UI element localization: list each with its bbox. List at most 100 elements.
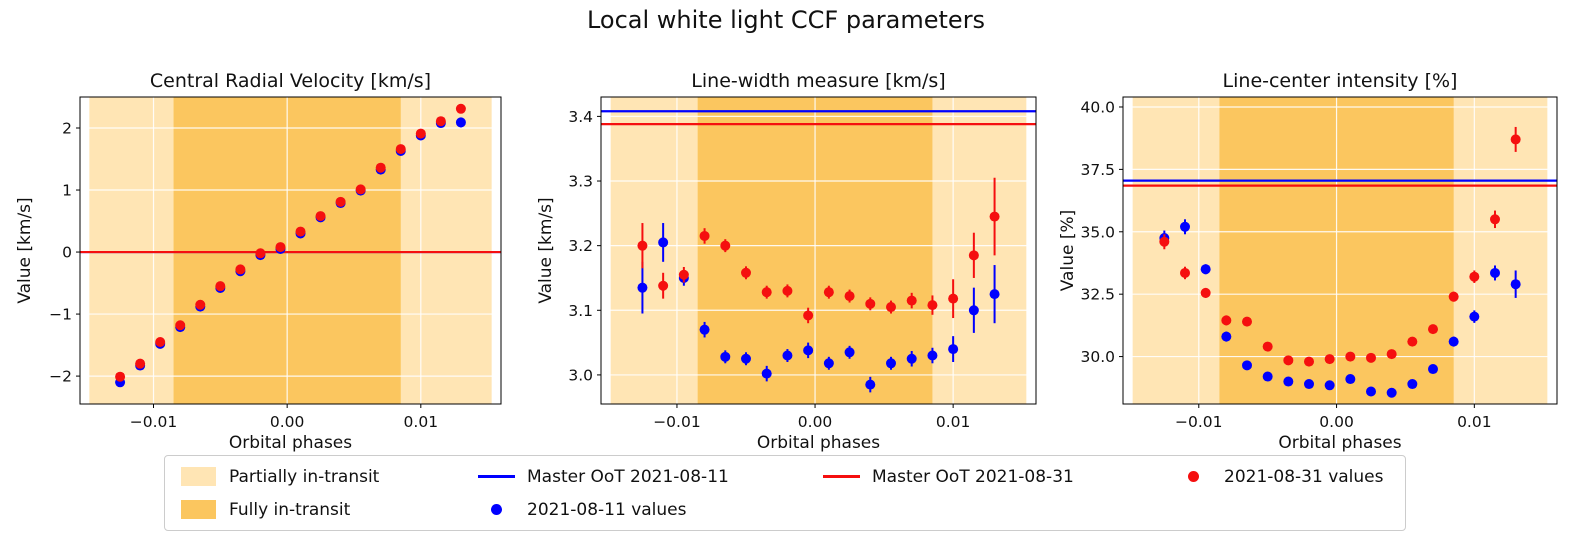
data-point-blue: [1180, 221, 1190, 232]
data-point-red: [1324, 354, 1335, 365]
data-point-red: [1221, 315, 1232, 326]
data-point-red: [699, 230, 710, 241]
legend-label: 2021-08-31 values: [1224, 466, 1384, 487]
data-point-blue: [1345, 374, 1356, 385]
data-point-red: [295, 226, 306, 237]
data-point-red: [415, 128, 426, 139]
data-point-blue: [637, 282, 648, 293]
y-tick-label: 3.0: [568, 366, 593, 384]
data-point-blue: [948, 344, 959, 355]
data-point-blue: [865, 379, 876, 390]
data-point-red: [844, 291, 855, 302]
legend-patch-swatch-icon: [179, 467, 217, 486]
y-tick-label: 2: [62, 120, 72, 138]
legend-label: 2021-08-11 values: [527, 499, 687, 520]
legend-line-swatch-icon: [822, 475, 860, 478]
data-point-blue: [886, 358, 896, 369]
data-point-blue: [1366, 386, 1376, 397]
data-point-red: [335, 196, 346, 207]
data-point-red: [968, 250, 979, 261]
data-point-red: [948, 293, 959, 304]
legend-entry-master-oot-2021-08-31: Master OoT 2021-08-31: [822, 460, 1174, 493]
data-point-blue: [1490, 267, 1500, 278]
data-point-red: [255, 248, 266, 259]
data-point-blue: [1283, 376, 1294, 387]
data-point-red: [1283, 355, 1294, 366]
data-point-blue: [741, 353, 751, 364]
data-point-red: [678, 269, 689, 280]
data-point-red: [1469, 271, 1480, 282]
data-point-red: [175, 320, 186, 331]
y-tick-label: −1: [49, 306, 72, 324]
data-point-blue: [720, 351, 731, 362]
x-tick-label: 0.01: [404, 413, 439, 431]
legend-label: Master OoT 2021-08-11: [527, 466, 729, 487]
subplot-1: −0.01 0.00 0.01 −2 −1 0 1 2 Central Radial Veloc…: [15, 70, 502, 453]
y-axis-label: Value [km/s]: [15, 197, 35, 303]
legend-dot-swatch-icon: [477, 504, 515, 515]
x-tick-label: 0.00: [270, 413, 305, 431]
data-point-red: [1200, 287, 1211, 298]
patch-icon: [180, 500, 216, 519]
dot-icon: [1187, 471, 1199, 482]
data-point-blue: [658, 237, 669, 248]
data-point-red: [395, 144, 406, 155]
data-point-red: [761, 287, 772, 298]
y-tick-label: 32.5: [1080, 286, 1115, 304]
data-point-blue: [1428, 364, 1438, 375]
legend-entry-partially-in-transit: Partially in-transit: [179, 460, 477, 493]
legend-column: Master OoT 2021-08-31: [822, 460, 1174, 493]
figure-suptitle: Local white light CCF parameters: [586, 6, 986, 34]
data-point-red: [1386, 349, 1397, 360]
x-axis-label: Orbital phases: [229, 433, 352, 453]
legend-entry-fully-in-transit: Fully in-transit: [179, 493, 477, 526]
data-point-red: [658, 280, 669, 291]
data-point-red: [1407, 336, 1418, 347]
data-point-red: [375, 162, 386, 173]
legend-column: 2021-08-31 values: [1174, 460, 1404, 493]
axes-frame: [79, 96, 502, 405]
axes-frame: [1122, 96, 1558, 405]
legend-label: Master OoT 2021-08-31: [872, 466, 1074, 487]
data-point-red: [115, 371, 126, 382]
data-point-red: [155, 336, 166, 347]
y-tick-label: 1: [62, 182, 72, 200]
line-icon: [822, 475, 860, 478]
data-point-blue: [1324, 380, 1335, 391]
data-point-red: [823, 287, 834, 298]
legend-entry-2021-08-11-values: 2021-08-11 values: [477, 493, 822, 526]
y-tick-label: −2: [49, 368, 72, 386]
subplot-3: −0.01 0.00 0.01 30.0 32.5 35.0 37.5 40.0 Line-ce…: [1058, 70, 1558, 453]
data-point-red: [1510, 134, 1521, 145]
y-tick-label: 0: [62, 244, 72, 262]
data-point-blue: [844, 347, 855, 358]
data-point-red: [215, 281, 226, 292]
data-point-red: [315, 211, 326, 222]
data-point-blue: [1469, 311, 1480, 322]
subplot-title: Line-center intensity [%]: [1223, 70, 1458, 92]
data-point-red: [1490, 214, 1500, 225]
data-point-red: [1304, 356, 1314, 367]
y-tick-label: 40.0: [1080, 98, 1115, 116]
axes-frame: [600, 96, 1037, 405]
x-tick-label: 0.01: [1457, 413, 1492, 431]
legend-label: Partially in-transit: [229, 466, 380, 487]
data-point-red: [1262, 341, 1273, 352]
subplot-title: Line-width measure [km/s]: [691, 70, 945, 92]
data-point-blue: [1510, 279, 1521, 290]
data-point-red: [275, 242, 286, 253]
legend-line-swatch-icon: [477, 475, 515, 478]
data-point-red: [235, 264, 246, 275]
dot-icon: [490, 504, 502, 515]
data-point-red: [195, 299, 206, 310]
data-point-blue: [455, 117, 466, 128]
data-point-red: [1159, 236, 1170, 247]
data-point-blue: [1304, 379, 1314, 390]
data-point-red: [1448, 291, 1459, 302]
x-axis-label: Orbital phases: [1278, 433, 1401, 453]
legend: Partially in-transit Fully in-transit Mast…: [164, 455, 1406, 531]
patch-icon: [180, 467, 216, 486]
legend-column: Partially in-transit Fully in-transit: [179, 460, 477, 526]
data-point-blue: [1386, 387, 1397, 398]
